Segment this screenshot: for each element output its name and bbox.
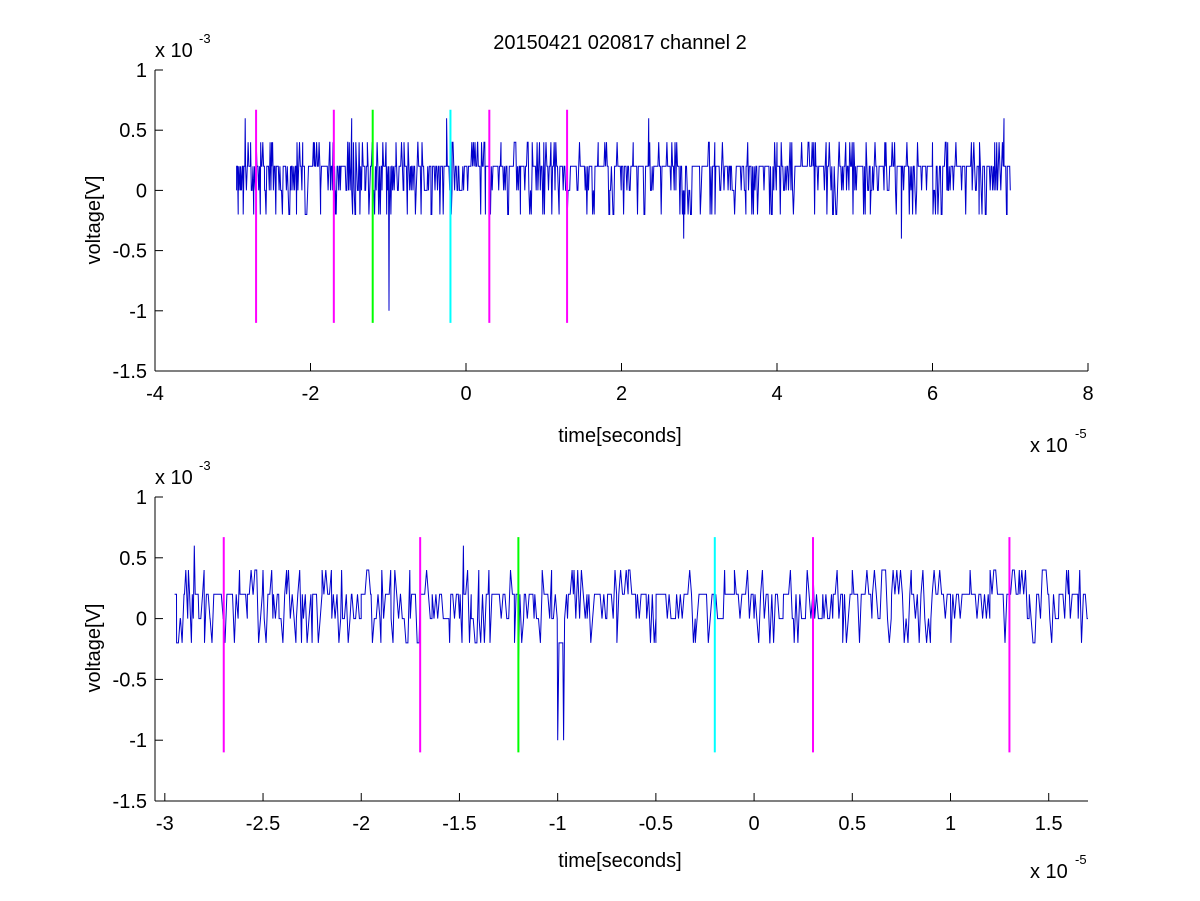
- plot-bottom: -3 -2.5 -2 -1.5 -1 -0.5 0 0.5 1 1.5 1 0.5 0 -0.5 -1 -1…: [83, 458, 1088, 883]
- bottom-x-tick-label: -1.5: [442, 813, 476, 835]
- svg-text:-3: -3: [199, 31, 211, 46]
- bottom-xlabel: time[seconds]: [558, 850, 681, 872]
- bottom-x-multiplier: x 10 -5: [1030, 852, 1087, 883]
- top-y-tick-label: 0: [136, 180, 147, 202]
- bottom-x-tick-label: -0.5: [639, 813, 673, 835]
- bottom-y-ticks: 1 0.5 0 -0.5 -1 -1.5: [113, 487, 163, 813]
- bottom-y-tick-label: -1.5: [113, 791, 147, 813]
- top-y-tick-label: 1: [136, 60, 147, 82]
- svg-text:-5: -5: [1075, 852, 1087, 867]
- bottom-x-tick-label: 1: [945, 813, 956, 835]
- top-x-tick-label: 2: [616, 383, 627, 405]
- bottom-y-tick-label: -1: [129, 730, 147, 752]
- bottom-ylabel: voltage[V]: [83, 604, 105, 693]
- bottom-x-tick-label: -3: [156, 813, 174, 835]
- bottom-x-tick-label: -1: [549, 813, 567, 835]
- bottom-x-tick-label: 0: [749, 813, 760, 835]
- bottom-x-tick-label: 1.5: [1035, 813, 1063, 835]
- top-x-tick-label: 6: [927, 383, 938, 405]
- bottom-y-tick-label: 0: [136, 609, 147, 631]
- svg-text:x 10: x 10: [1030, 435, 1068, 457]
- top-x-tick-label: -4: [146, 383, 164, 405]
- top-y-tick-label: -0.5: [113, 241, 147, 263]
- svg-text:-5: -5: [1075, 426, 1087, 441]
- bottom-y-tick-label: 1: [136, 487, 147, 509]
- plot-top: -4 -2 0 2 4 6 8 10.50-0.5-1-1.5 time[seconds] …: [83, 31, 1094, 457]
- top-y-tick-label: -1: [129, 301, 147, 323]
- bottom-x-ticks: -3 -2.5 -2 -1.5 -1 -0.5 0 0.5 1 1.5: [156, 793, 1063, 835]
- top-x-tick-label: 0: [460, 383, 471, 405]
- svg-text:x 10: x 10: [1030, 861, 1068, 883]
- top-y-tick-label: -1.5: [113, 361, 147, 383]
- svg-text:x 10: x 10: [155, 40, 193, 62]
- top-traces: [236, 109, 1011, 323]
- bottom-x-tick-label: -2.5: [246, 813, 280, 835]
- top-x-ticks: -4 -2 0 2 4 6 8: [146, 363, 1094, 405]
- top-x-tick-label: 8: [1082, 383, 1093, 405]
- bottom-x-tick-label: -2: [352, 813, 370, 835]
- bottom-traces: [174, 537, 1088, 753]
- plot-bottom-frame: [154, 497, 1088, 802]
- bottom-x-tick-label: 0.5: [838, 813, 866, 835]
- top-x-tick-label: 4: [771, 383, 782, 405]
- chart-title: 20150421 020817 channel 2: [493, 32, 747, 54]
- top-y-tick-label: 0.5: [119, 120, 147, 142]
- top-xlabel: time[seconds]: [558, 425, 681, 447]
- svg-text:x 10: x 10: [155, 467, 193, 489]
- top-ylabel: voltage[V]: [83, 176, 105, 265]
- bottom-voltage-trace: [174, 545, 1088, 741]
- top-x-tick-label: -2: [302, 383, 320, 405]
- top-y-ticks: 1 0.5 0 -0.5 -1 -1.5: [113, 60, 163, 383]
- svg-text:-3: -3: [199, 458, 211, 473]
- top-voltage-trace: [236, 118, 1011, 311]
- bottom-y-multiplier: x 10 -3: [155, 458, 211, 489]
- top-x-multiplier: x 10 -5: [1030, 426, 1087, 457]
- bottom-y-tick-label: -0.5: [113, 669, 147, 691]
- bottom-y-tick-label: 0.5: [119, 548, 147, 570]
- top-y-multiplier: x 10 -3: [155, 31, 211, 62]
